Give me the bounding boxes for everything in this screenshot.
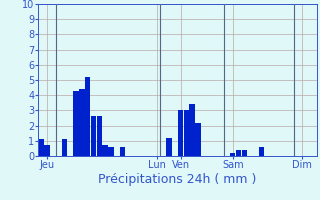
Bar (166, 138, 172, 156)
Bar (189, 104, 195, 156)
Bar (62, 139, 67, 156)
Bar (230, 153, 235, 156)
Bar (236, 150, 241, 156)
Bar (85, 77, 90, 156)
Bar (184, 110, 189, 156)
Bar (108, 147, 114, 156)
Bar (74, 91, 79, 156)
Bar (195, 123, 201, 156)
Bar (91, 116, 96, 156)
Bar (102, 145, 108, 156)
Bar (259, 147, 264, 156)
Bar (120, 147, 125, 156)
X-axis label: Précipitations 24h ( mm ): Précipitations 24h ( mm ) (99, 173, 257, 186)
Bar (242, 150, 247, 156)
Bar (97, 116, 102, 156)
Bar (79, 89, 84, 156)
Bar (44, 145, 50, 156)
Bar (39, 139, 44, 156)
Bar (178, 110, 183, 156)
